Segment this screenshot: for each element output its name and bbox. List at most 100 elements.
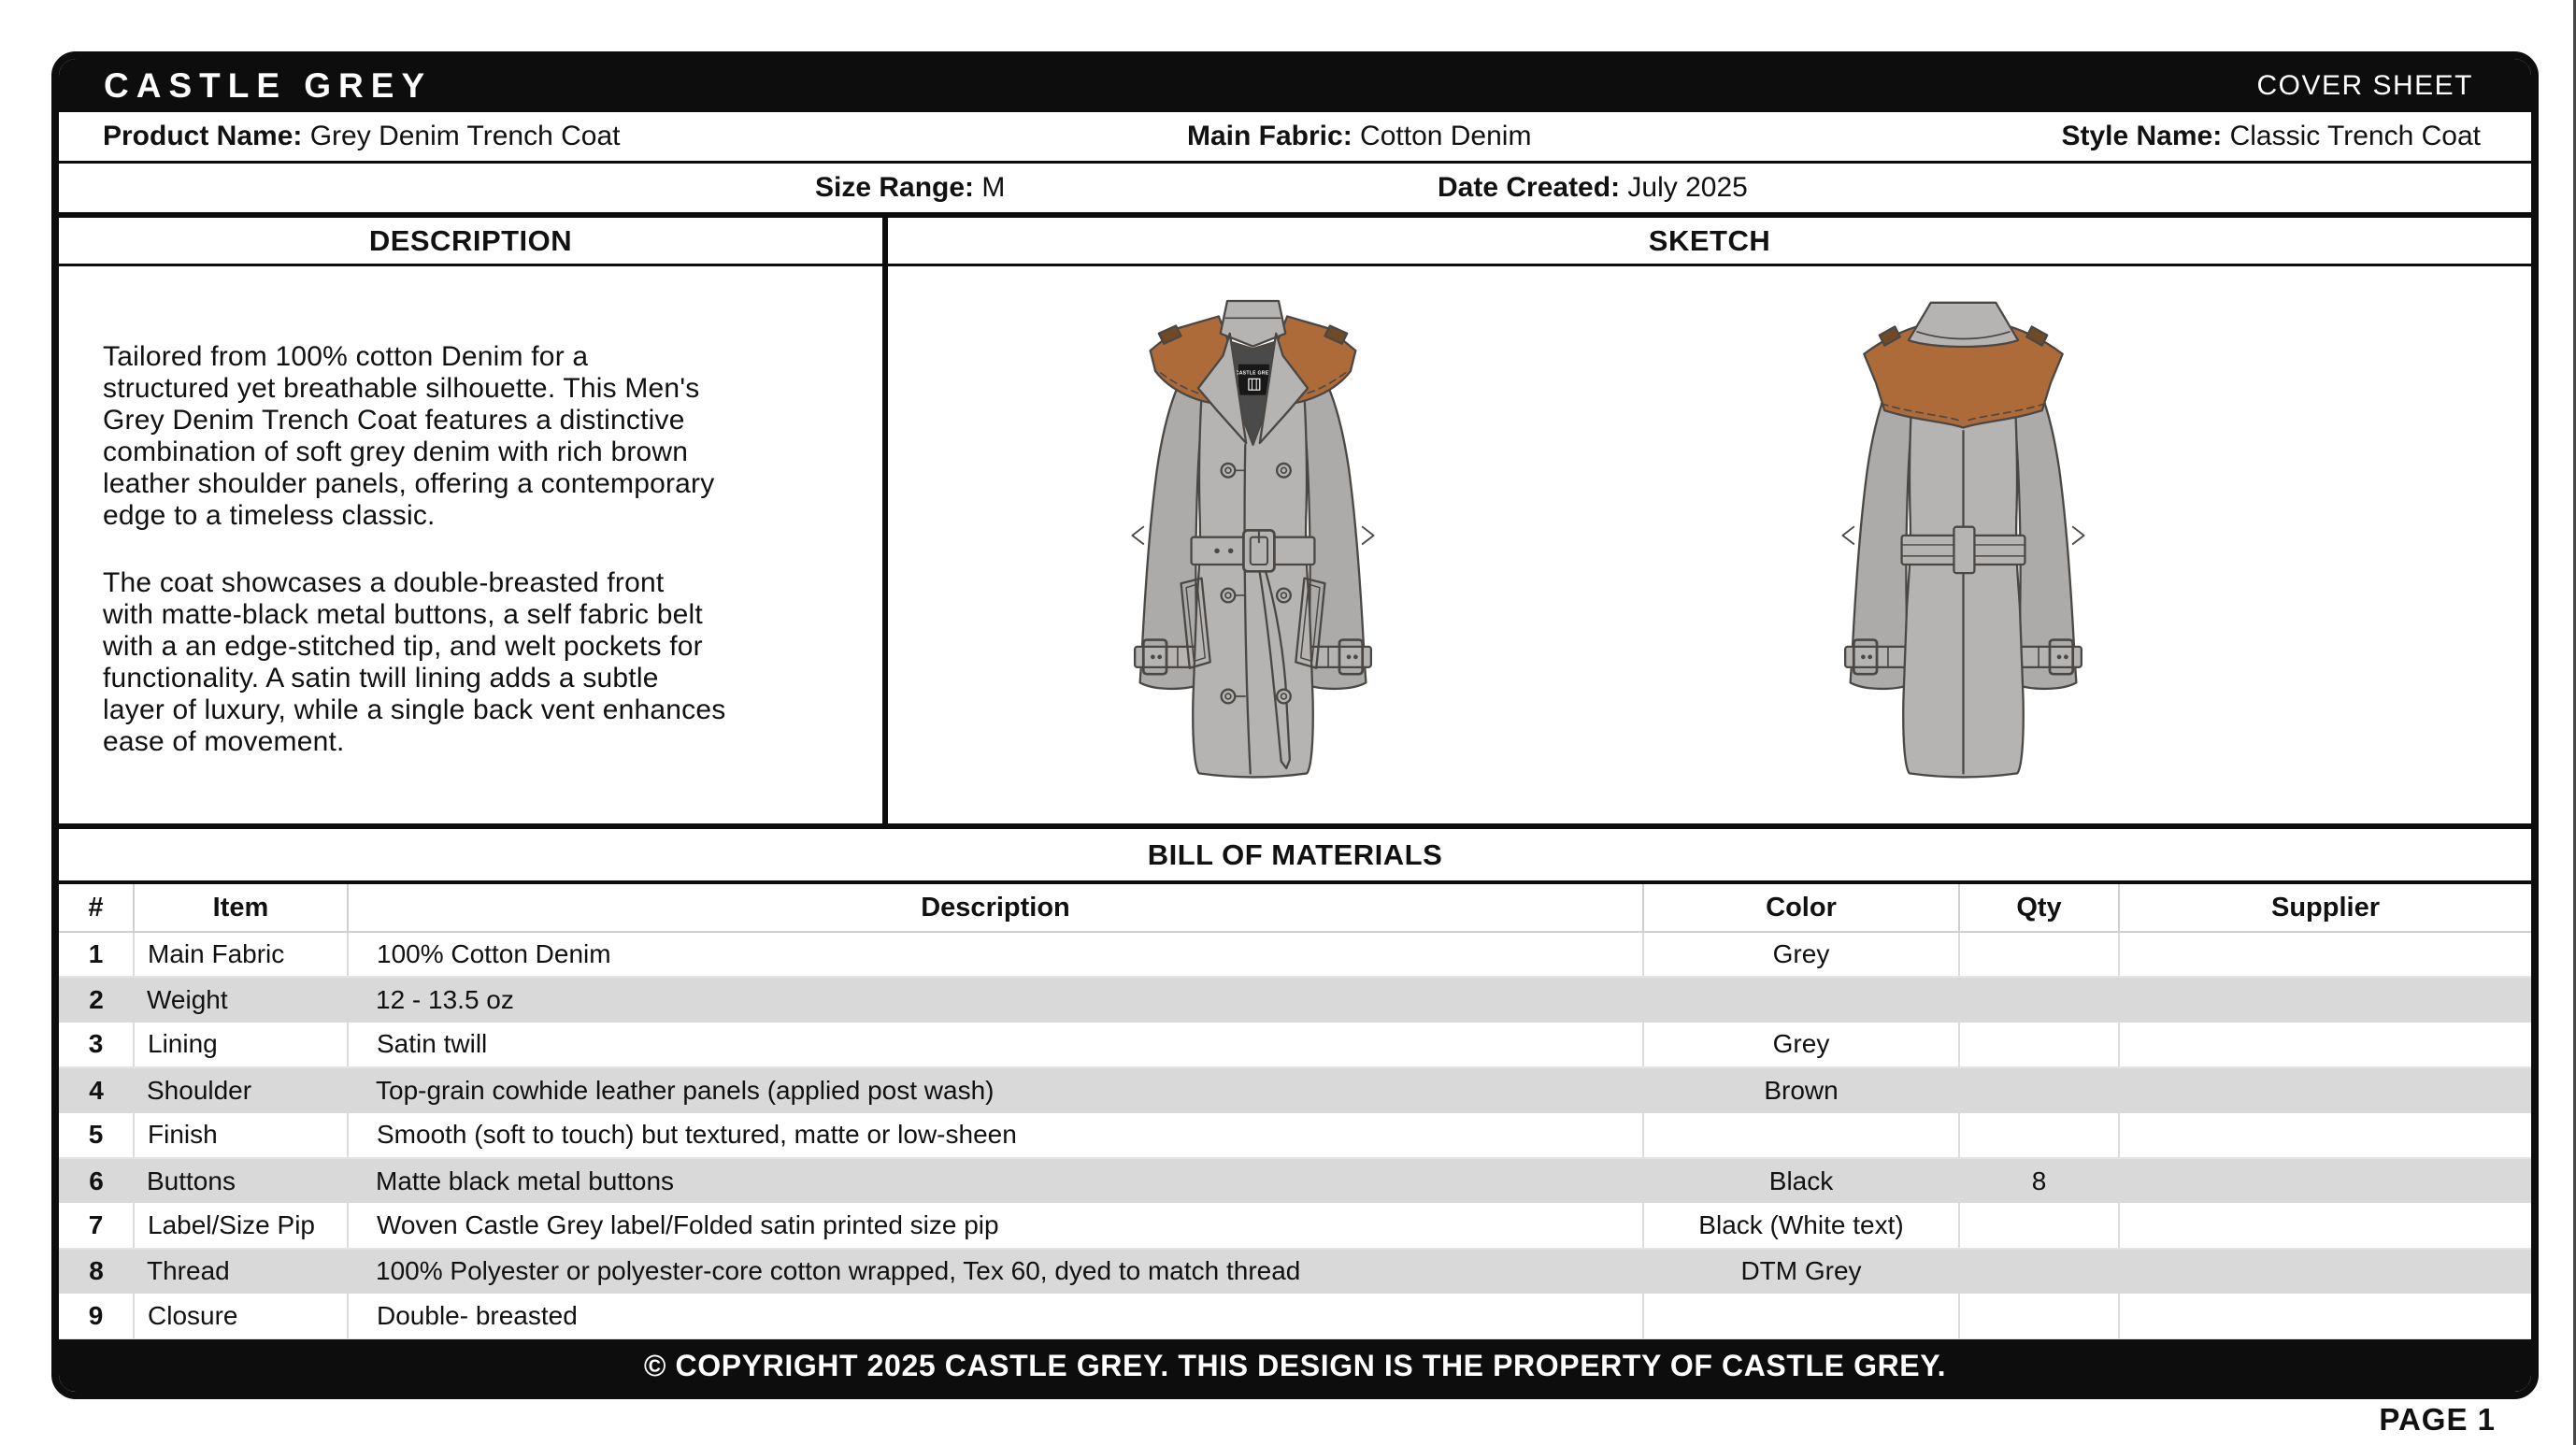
cell-qty bbox=[1959, 1248, 2119, 1295]
description-paragraph: Tailored from 100% cotton Denim for a st… bbox=[103, 341, 715, 531]
sketch-section: SKETCH bbox=[888, 218, 2531, 823]
coat-neck-label: CASTLE GREY bbox=[1236, 364, 1272, 395]
bom-table-body: 1 Main Fabric 100% Cotton Denim Grey 2 Weight… bbox=[59, 932, 2531, 1340]
description-section: DESCRIPTION Tailored from 100% cotton De… bbox=[59, 218, 888, 823]
cell-description: Woven Castle Grey label/Folded satin pri… bbox=[348, 1203, 1644, 1250]
main-fabric-field: Main Fabric: Cotton Denim bbox=[1187, 121, 1531, 152]
date-created-label: Date Created: bbox=[1438, 172, 1621, 203]
cell-qty bbox=[1959, 932, 2120, 979]
table-header-row: # Item Description Color Qty Supplier bbox=[59, 884, 2531, 933]
cell-supplier bbox=[2119, 1112, 2531, 1159]
sheet-type-label: COVER SHEET bbox=[2256, 69, 2473, 101]
screen-right-edge bbox=[2573, 0, 2576, 1445]
size-range-field: Size Range: M bbox=[815, 172, 1005, 204]
cell-supplier bbox=[2119, 1294, 2531, 1340]
copyright-text: © COPYRIGHT 2025 CASTLE GREY. THIS DESIG… bbox=[643, 1348, 1947, 1382]
size-range-label: Size Range: bbox=[815, 172, 975, 203]
column-header-qty: Qty bbox=[1959, 884, 2120, 933]
cell-item: Buttons bbox=[134, 1157, 348, 1204]
brand-title: CASTLE GREY bbox=[104, 65, 433, 105]
cell-description: Double- breasted bbox=[348, 1294, 1644, 1340]
page-number: PAGE 1 bbox=[2379, 1402, 2496, 1437]
cell-num: 9 bbox=[59, 1294, 135, 1340]
table-row: 5 Finish Smooth (soft to touch) but textur… bbox=[59, 1112, 2531, 1159]
coat-front-sketch: CASTLE GREY bbox=[1131, 299, 1375, 779]
cell-num: 6 bbox=[59, 1157, 134, 1204]
table-row: 9 Closure Double- breasted bbox=[59, 1294, 2531, 1340]
main-content: DESCRIPTION Tailored from 100% cotton De… bbox=[59, 218, 2531, 829]
product-name-value: Grey Denim Trench Coat bbox=[309, 121, 621, 151]
coat-buttons bbox=[1220, 462, 1292, 705]
style-name-value: Classic Trench Coat bbox=[2229, 121, 2481, 151]
cell-supplier bbox=[2119, 1203, 2531, 1250]
style-name-label: Style Name: bbox=[2061, 121, 2223, 151]
description-text: Tailored from 100% cotton Denim for a st… bbox=[59, 266, 882, 758]
cell-supplier bbox=[2119, 1248, 2531, 1295]
cell-color: Grey bbox=[1643, 1022, 1960, 1069]
cell-color: Brown bbox=[1643, 1067, 1959, 1113]
cell-num: 2 bbox=[59, 977, 134, 1023]
cell-description: 100% Polyester or polyester-core cotton … bbox=[348, 1248, 1643, 1295]
cell-color bbox=[1643, 1112, 1960, 1159]
cell-color: Black bbox=[1643, 1157, 1959, 1204]
main-fabric-value: Cotton Denim bbox=[1360, 121, 1532, 151]
cell-supplier bbox=[2119, 1157, 2531, 1204]
size-range-value: M bbox=[981, 172, 1006, 203]
table-row: 2 Weight 12 - 13.5 oz bbox=[59, 977, 2531, 1023]
cell-qty bbox=[1959, 1203, 2120, 1250]
product-name-field: Product Name: Grey Denim Trench Coat bbox=[103, 121, 621, 152]
bom-section-title: BILL OF MATERIALS bbox=[59, 829, 2531, 884]
cell-supplier bbox=[2119, 1022, 2531, 1069]
cell-item: Label/Size Pip bbox=[134, 1203, 349, 1250]
cell-supplier bbox=[2119, 1067, 2531, 1113]
tech-pack-document: CASTLE GREY COVER SHEET Product Name: Gr… bbox=[51, 51, 2539, 1399]
description-section-title: DESCRIPTION bbox=[59, 218, 882, 266]
cell-qty bbox=[1959, 1022, 2120, 1069]
info-row-primary: Product Name: Grey Denim Trench Coat Mai… bbox=[59, 112, 2531, 164]
cell-item: Lining bbox=[134, 1022, 349, 1069]
date-created-field: Date Created: July 2025 bbox=[1438, 172, 1748, 204]
table-row: 8 Thread 100% Polyester or polyester-core … bbox=[59, 1248, 2531, 1295]
product-name-label: Product Name: bbox=[103, 121, 303, 151]
cell-color bbox=[1643, 1294, 1960, 1340]
cell-color: Grey bbox=[1643, 932, 1960, 979]
column-header-supplier: Supplier bbox=[2119, 884, 2531, 933]
cell-item: Thread bbox=[134, 1248, 348, 1295]
table-row: 3 Lining Satin twill Grey bbox=[59, 1022, 2531, 1069]
cell-description: Smooth (soft to touch) but textured, mat… bbox=[348, 1112, 1644, 1159]
cell-description: Satin twill bbox=[348, 1022, 1644, 1069]
description-paragraph: The coat showcases a double-breasted fro… bbox=[103, 567, 726, 757]
column-header-item: Item bbox=[134, 884, 349, 933]
table-row: 1 Main Fabric 100% Cotton Denim Grey bbox=[59, 932, 2531, 979]
info-row-secondary: Size Range: M Date Created: July 2025 bbox=[59, 164, 2531, 218]
cell-item: Finish bbox=[134, 1112, 349, 1159]
cell-color: DTM Grey bbox=[1643, 1248, 1959, 1295]
cell-qty bbox=[1959, 1294, 2120, 1340]
footer-bar: © COPYRIGHT 2025 CASTLE GREY. THIS DESIG… bbox=[59, 1339, 2531, 1392]
header-bar: CASTLE GREY COVER SHEET bbox=[59, 59, 2531, 112]
cell-num: 8 bbox=[59, 1248, 134, 1295]
table-row: 6 Buttons Matte black metal buttons Black 8 bbox=[59, 1157, 2531, 1204]
date-created-value: July 2025 bbox=[1627, 172, 1748, 203]
cell-item: Shoulder bbox=[134, 1067, 348, 1113]
cell-num: 5 bbox=[59, 1112, 135, 1159]
cell-qty bbox=[1959, 977, 2119, 1023]
cell-color: Black (White text) bbox=[1643, 1203, 1960, 1250]
cell-description: Top-grain cowhide leather panels (applie… bbox=[348, 1067, 1643, 1113]
cell-num: 4 bbox=[59, 1067, 134, 1113]
cell-supplier bbox=[2119, 977, 2531, 1023]
cell-num: 1 bbox=[59, 932, 135, 979]
cell-qty: 8 bbox=[1959, 1157, 2119, 1204]
cell-item: Weight bbox=[134, 977, 348, 1023]
coat-back-sketch bbox=[1841, 301, 2085, 779]
cell-description: Matte black metal buttons bbox=[348, 1157, 1643, 1204]
cell-qty bbox=[1959, 1112, 2120, 1159]
table-row: 4 Shoulder Top-grain cowhide leather panel… bbox=[59, 1067, 2531, 1113]
cell-item: Closure bbox=[134, 1294, 349, 1340]
column-header-num: # bbox=[59, 884, 135, 933]
column-header-color: Color bbox=[1643, 884, 1960, 933]
style-name-field: Style Name: Classic Trench Coat bbox=[2061, 121, 2481, 152]
cell-num: 3 bbox=[59, 1022, 135, 1069]
